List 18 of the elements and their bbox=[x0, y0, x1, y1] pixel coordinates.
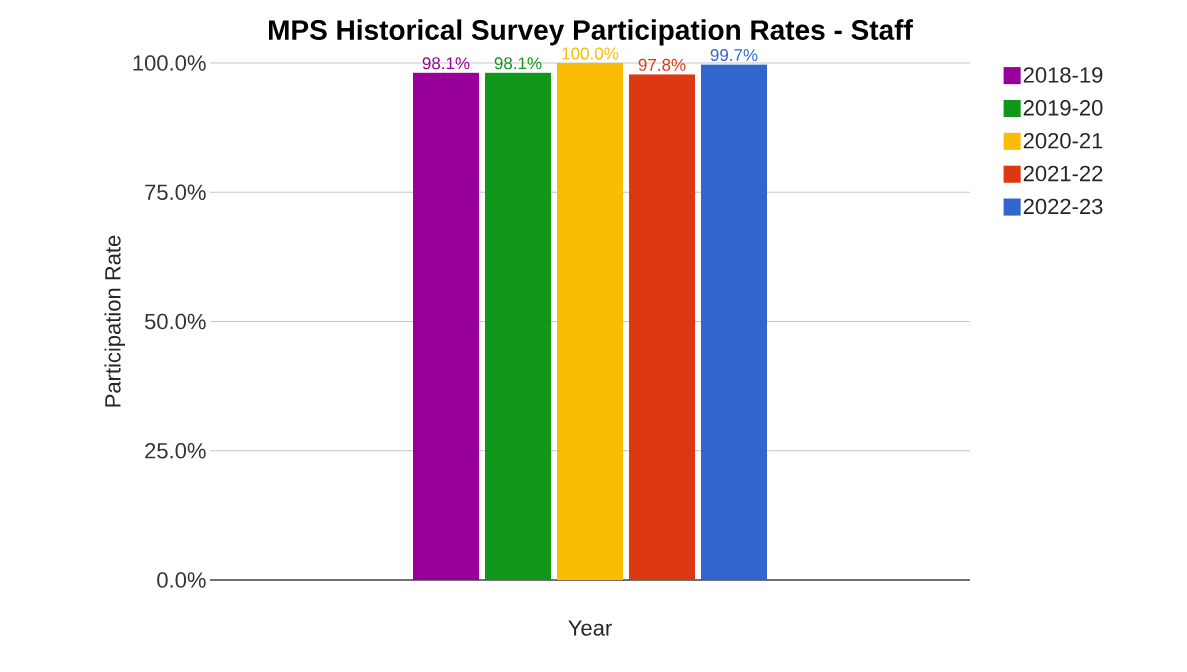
y-tick-label: 0.0% bbox=[157, 572, 206, 588]
y-tick-label: 25.0% bbox=[145, 442, 206, 459]
data-label: 100.0% bbox=[562, 47, 619, 60]
x-axis-title: Year bbox=[568, 620, 612, 636]
data-label: 97.8% bbox=[638, 58, 686, 71]
y-axis-title: Participation Rate bbox=[104, 235, 125, 407]
legend-label: 2018-19 bbox=[1023, 67, 1103, 83]
legend-label: 2021-22 bbox=[1023, 165, 1103, 182]
data-label: 98.1% bbox=[494, 57, 542, 70]
y-tick-label: 50.0% bbox=[144, 313, 206, 330]
legend-label: 2020-21 bbox=[1023, 132, 1103, 149]
data-label: 98.1% bbox=[422, 57, 470, 70]
data-label: 99.7% bbox=[710, 48, 758, 62]
legend-label: 2022-23 bbox=[1023, 198, 1103, 215]
chart-title: MPS Historical Survey Participation Rates - Staff bbox=[269, 19, 913, 46]
y-tick-label: 75.0% bbox=[145, 184, 206, 201]
legend-label: 2019-20 bbox=[1023, 100, 1103, 116]
y-tick-label: 100.0% bbox=[133, 55, 206, 71]
